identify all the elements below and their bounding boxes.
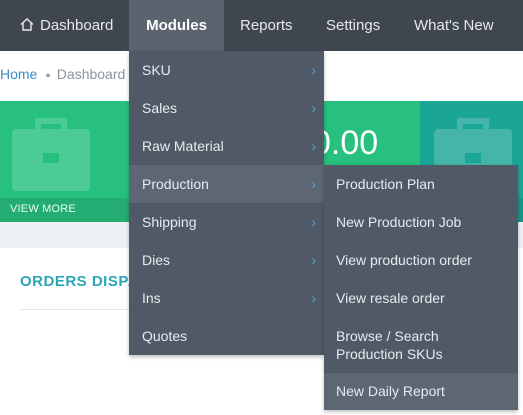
nav-modules-label: Modules bbox=[146, 17, 207, 34]
panel-divider bbox=[20, 309, 130, 310]
submenu-item-label: New Production Job bbox=[336, 214, 462, 230]
menu-item-label: Production bbox=[142, 176, 209, 192]
menu-item-dies[interactable]: Dies › bbox=[129, 241, 324, 279]
chevron-right-icon: › bbox=[311, 252, 316, 268]
menu-item-label: SKU bbox=[142, 62, 171, 78]
submenu-item-label: View resale order bbox=[336, 290, 445, 306]
menu-item-label: Raw Material bbox=[142, 138, 224, 154]
home-icon bbox=[20, 18, 34, 31]
submenu-item-label: Browse / Search Production SKUs bbox=[336, 328, 443, 362]
modules-dropdown: SKU › Sales › Raw Material › Production … bbox=[129, 51, 324, 355]
menu-item-label: Shipping bbox=[142, 214, 197, 230]
nav-whats-new[interactable]: What's New bbox=[414, 0, 494, 51]
nav-whats-new-label: What's New bbox=[414, 17, 494, 34]
breadcrumb-separator-icon: ● bbox=[45, 70, 51, 81]
submenu-new-production-job[interactable]: New Production Job bbox=[324, 203, 518, 241]
nav-dashboard[interactable]: Dashboard bbox=[20, 0, 113, 51]
briefcase-icon bbox=[12, 118, 90, 191]
breadcrumb-current: Dashboard bbox=[56, 66, 126, 82]
submenu-new-daily-report[interactable]: New Daily Report bbox=[324, 373, 518, 410]
menu-item-label: Ins bbox=[142, 290, 161, 306]
menu-item-sales[interactable]: Sales › bbox=[129, 89, 324, 127]
nav-settings-label: Settings bbox=[326, 17, 381, 34]
chevron-right-icon: › bbox=[311, 138, 316, 154]
nav-reports[interactable]: Reports bbox=[240, 0, 293, 51]
submenu-item-label: New Daily Report bbox=[336, 383, 445, 399]
nav-dashboard-label: Dashboard bbox=[40, 17, 114, 34]
submenu-view-resale-order[interactable]: View resale order bbox=[324, 279, 518, 317]
production-submenu: Production Plan New Production Job View … bbox=[324, 165, 518, 410]
menu-item-sku[interactable]: SKU › bbox=[129, 51, 324, 89]
menu-item-ins[interactable]: Ins › bbox=[129, 279, 324, 317]
top-nav: Dashboard Modules Reports Settings What'… bbox=[0, 0, 523, 51]
breadcrumb: Home ● Dashboard bbox=[0, 66, 125, 82]
chevron-right-icon: › bbox=[311, 176, 316, 192]
nav-modules[interactable]: Modules bbox=[129, 0, 224, 51]
menu-item-label: Sales bbox=[142, 100, 178, 116]
menu-item-shipping[interactable]: Shipping › bbox=[129, 203, 324, 241]
nav-settings[interactable]: Settings bbox=[326, 0, 380, 51]
menu-item-raw-material[interactable]: Raw Material › bbox=[129, 127, 324, 165]
nav-reports-label: Reports bbox=[240, 17, 293, 34]
menu-item-production[interactable]: Production › bbox=[129, 165, 324, 203]
submenu-browse-search-skus[interactable]: Browse / Search Production SKUs bbox=[324, 317, 518, 373]
chevron-right-icon: › bbox=[311, 290, 316, 306]
submenu-item-label: Production Plan bbox=[336, 176, 435, 192]
view-more-link[interactable]: VIEW MORE bbox=[10, 203, 76, 215]
chevron-right-icon: › bbox=[311, 214, 316, 230]
panel-title: ORDERS DISPA bbox=[20, 273, 140, 290]
submenu-view-production-order[interactable]: View production order bbox=[324, 241, 518, 279]
chevron-right-icon: › bbox=[311, 100, 316, 116]
breadcrumb-home[interactable]: Home bbox=[0, 66, 38, 82]
submenu-item-label: View production order bbox=[336, 252, 472, 268]
chevron-right-icon: › bbox=[311, 62, 316, 78]
menu-item-label: Quotes bbox=[142, 328, 188, 344]
submenu-production-plan[interactable]: Production Plan bbox=[324, 165, 518, 203]
menu-item-quotes[interactable]: Quotes bbox=[129, 317, 324, 355]
menu-item-label: Dies bbox=[142, 252, 171, 268]
